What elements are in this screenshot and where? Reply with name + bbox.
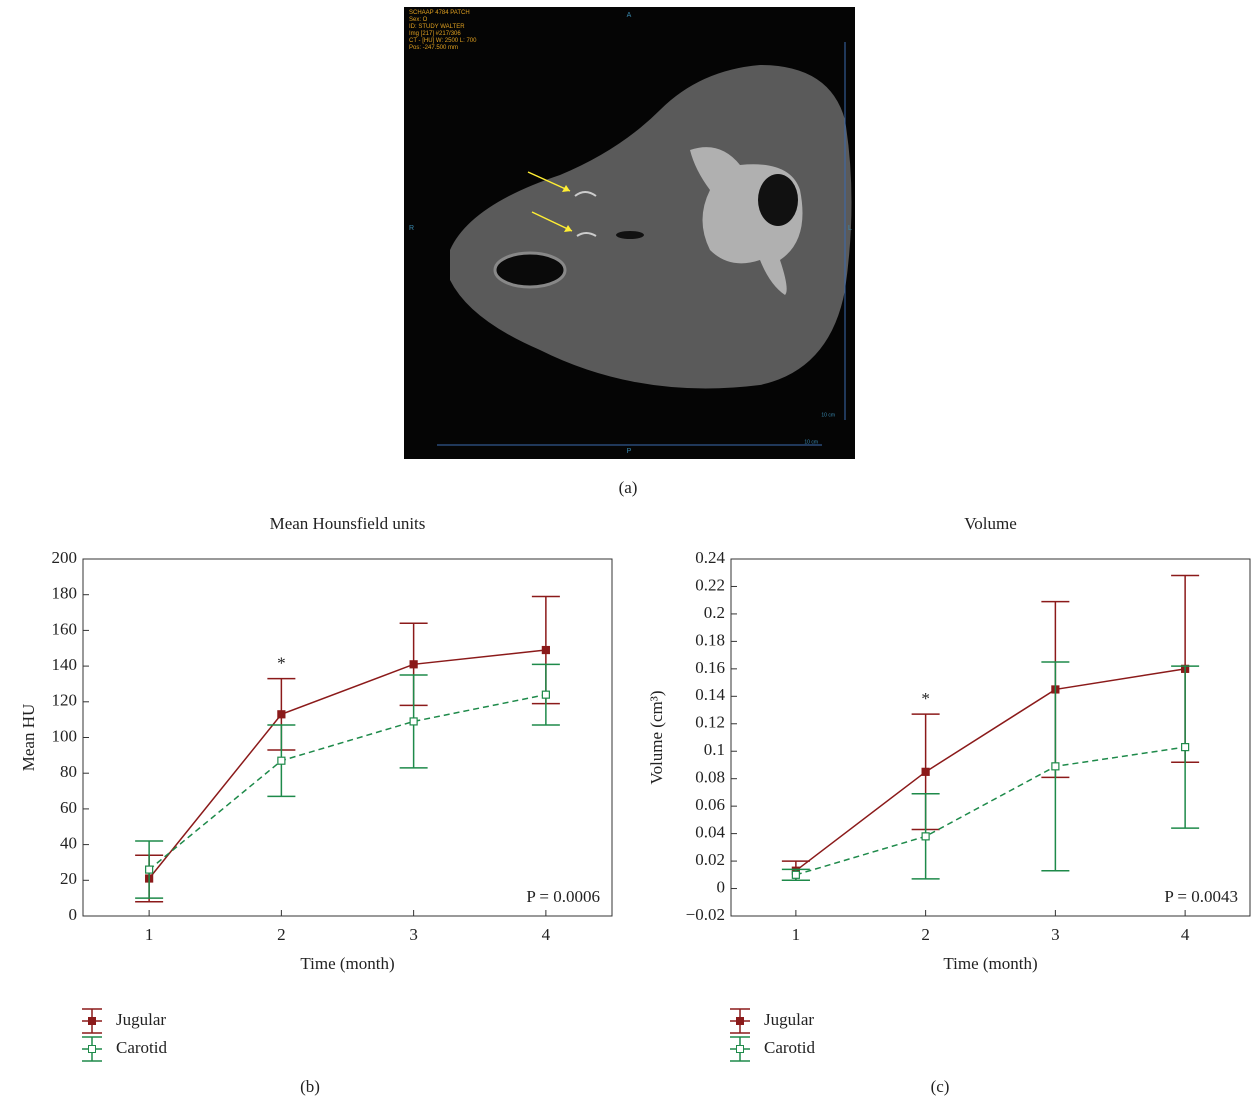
p-value: P = 0.0006	[526, 887, 600, 906]
series-line	[796, 747, 1185, 875]
canal	[758, 174, 798, 226]
chart-title: Volume	[964, 514, 1017, 533]
y-tick-label: 0.08	[695, 768, 725, 787]
panel-caption: (c)	[931, 1077, 950, 1096]
x-tick-label: 3	[409, 925, 418, 944]
overlay-text: Sex: O	[409, 17, 428, 23]
y-tick-label: 120	[52, 691, 78, 710]
esophagus	[616, 231, 644, 239]
y-tick-label: 80	[60, 762, 77, 781]
y-tick-label: 0.18	[695, 630, 725, 649]
y-tick-label: 0.06	[695, 795, 725, 814]
chart-title: Mean Hounsfield units	[270, 514, 426, 533]
data-point	[410, 718, 417, 725]
x-axis-label: Time (month)	[300, 954, 394, 973]
legend-label: Carotid	[116, 1038, 167, 1057]
overlay-text: Pos: -247.500 mm	[409, 45, 458, 51]
y-tick-label: 0	[717, 877, 726, 896]
y-axis-label: Volume (cm³)	[647, 690, 666, 784]
data-point	[1052, 763, 1059, 770]
data-point	[278, 711, 285, 718]
scale-label: 10 cm	[804, 439, 818, 445]
overlay-text: CT - [HU] W: 2500 L: 700	[409, 38, 477, 44]
x-tick-label: 2	[277, 925, 286, 944]
legend-label: Carotid	[764, 1038, 815, 1057]
data-point	[792, 871, 799, 878]
series-line	[149, 695, 546, 870]
overlay-text: Img [217] #217/306	[409, 31, 461, 37]
x-tick-label: 3	[1051, 925, 1060, 944]
y-tick-label: 60	[60, 798, 77, 817]
y-tick-label: 160	[52, 619, 78, 638]
orientation-label: L	[848, 225, 852, 232]
data-point	[542, 647, 549, 654]
y-tick-label: 0.04	[695, 823, 725, 842]
y-tick-label: 0.12	[695, 713, 725, 732]
y-tick-label: 0.16	[695, 658, 725, 677]
orientation-label: A	[627, 12, 632, 19]
x-tick-label: 1	[792, 925, 801, 944]
x-tick-label: 4	[1181, 925, 1190, 944]
series-line	[149, 650, 546, 878]
ct-image: SCHAAP 4784 PATCH Sex: O ID: STUDY WALTE…	[404, 7, 855, 459]
legend-marker	[737, 1018, 744, 1025]
data-point	[410, 661, 417, 668]
panel-caption: (a)	[619, 478, 638, 497]
series-line	[796, 669, 1185, 871]
y-tick-label: 140	[52, 655, 78, 674]
data-point	[922, 833, 929, 840]
p-value: P = 0.0043	[1164, 887, 1238, 906]
y-tick-label: 0.14	[695, 685, 725, 704]
overlay-text: ID: STUDY WALTER	[409, 24, 465, 30]
y-tick-label: 40	[60, 834, 77, 853]
y-tick-label: 0.02	[695, 850, 725, 869]
page: SCHAAP 4784 PATCH Sex: O ID: STUDY WALTE…	[0, 0, 1254, 1107]
overlay-text: SCHAAP 4784 PATCH	[409, 10, 470, 16]
y-tick-label: 0	[69, 905, 78, 924]
x-tick-label: 1	[145, 925, 154, 944]
legend-marker	[89, 1018, 96, 1025]
y-axis-label: Mean HU	[19, 704, 38, 772]
significance-marker: *	[277, 654, 286, 673]
y-tick-label: 20	[60, 869, 77, 888]
y-tick-label: 0.22	[695, 575, 725, 594]
legend-marker	[89, 1046, 96, 1053]
y-tick-label: 0.24	[695, 548, 725, 567]
plot-frame	[731, 559, 1250, 916]
y-tick-label: −0.02	[686, 905, 725, 924]
y-tick-label: 180	[52, 584, 78, 603]
legend-label: Jugular	[116, 1010, 166, 1029]
data-point	[1182, 744, 1189, 751]
data-point	[922, 768, 929, 775]
data-point	[146, 866, 153, 873]
y-tick-label: 0.2	[704, 603, 725, 622]
data-point	[542, 691, 549, 698]
panel-caption: (b)	[300, 1077, 320, 1096]
x-tick-label: 4	[542, 925, 551, 944]
x-axis-label: Time (month)	[943, 954, 1037, 973]
legend-label: Jugular	[764, 1010, 814, 1029]
significance-marker: *	[921, 689, 930, 708]
orientation-label: P	[627, 448, 632, 455]
scale-label: 10 cm	[821, 412, 835, 418]
figure: SCHAAP 4784 PATCH Sex: O ID: STUDY WALTE…	[0, 0, 1254, 1102]
y-tick-label: 0.1	[704, 740, 725, 759]
y-tick-label: 200	[52, 548, 78, 567]
data-point	[278, 757, 285, 764]
trachea	[495, 253, 565, 287]
legend-marker	[737, 1046, 744, 1053]
y-tick-label: 100	[52, 726, 78, 745]
x-tick-label: 2	[921, 925, 930, 944]
orientation-label: R	[409, 225, 414, 232]
